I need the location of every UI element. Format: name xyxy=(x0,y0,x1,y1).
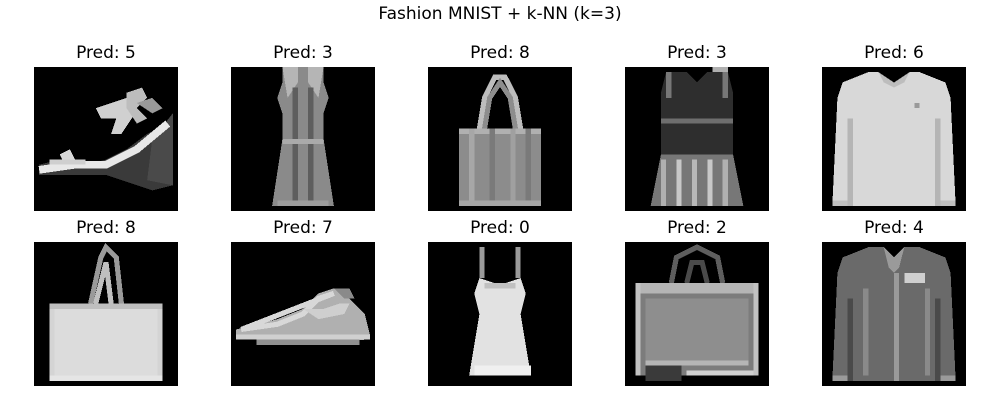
shirt-image xyxy=(822,67,966,211)
sandal-image xyxy=(34,67,178,211)
panel-title: Pred: 7 xyxy=(273,218,333,238)
bag-image xyxy=(428,67,572,211)
panel-title: Pred: 2 xyxy=(667,218,727,238)
coat-image xyxy=(822,242,966,386)
bag-image xyxy=(34,242,178,386)
panel-title: Pred: 6 xyxy=(864,43,924,63)
top-image xyxy=(428,242,572,386)
panel-title: Pred: 0 xyxy=(470,218,530,238)
bag-image xyxy=(625,242,769,386)
panel-title: Pred: 8 xyxy=(76,218,136,238)
panel-title: Pred: 4 xyxy=(864,218,924,238)
dress-image xyxy=(625,67,769,211)
panel-title: Pred: 5 xyxy=(76,43,136,63)
figure-title: Fashion MNIST + k-NN (k=3) xyxy=(378,4,622,24)
panel-title: Pred: 3 xyxy=(273,43,333,63)
panel-title: Pred: 3 xyxy=(667,43,727,63)
panel-title: Pred: 8 xyxy=(470,43,530,63)
sneaker-image xyxy=(231,242,375,386)
dress-image xyxy=(231,67,375,211)
